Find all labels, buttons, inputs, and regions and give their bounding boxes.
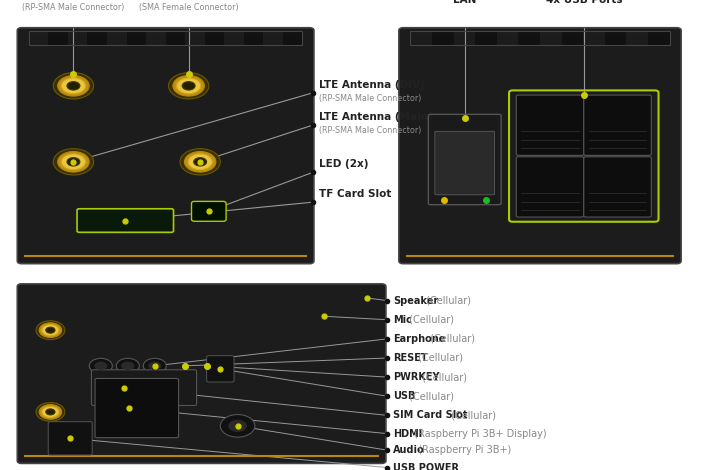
Bar bbox=[475, 31, 497, 45]
Circle shape bbox=[121, 361, 134, 370]
Circle shape bbox=[53, 149, 94, 175]
Text: LTE Antenna (Main): LTE Antenna (Main) bbox=[319, 112, 433, 122]
Circle shape bbox=[42, 406, 59, 417]
Text: (Cellular): (Cellular) bbox=[415, 353, 463, 363]
Bar bbox=[244, 31, 264, 45]
FancyBboxPatch shape bbox=[584, 95, 652, 156]
Text: TF Card Slot: TF Card Slot bbox=[319, 189, 392, 199]
FancyBboxPatch shape bbox=[428, 114, 501, 205]
Text: (Cellular): (Cellular) bbox=[423, 296, 471, 306]
Bar bbox=[432, 31, 454, 45]
Bar bbox=[127, 31, 146, 45]
FancyBboxPatch shape bbox=[207, 356, 234, 382]
FancyBboxPatch shape bbox=[48, 422, 92, 455]
Bar bbox=[562, 31, 583, 45]
Text: (RP-SMA Male Connector): (RP-SMA Male Connector) bbox=[319, 126, 421, 135]
FancyBboxPatch shape bbox=[192, 201, 226, 221]
Text: GPS Antenna: GPS Antenna bbox=[150, 0, 227, 2]
Circle shape bbox=[180, 149, 220, 175]
Text: (RP-SMA Male Connector): (RP-SMA Male Connector) bbox=[319, 94, 421, 102]
Circle shape bbox=[58, 76, 89, 96]
Text: (Cellular): (Cellular) bbox=[406, 391, 454, 401]
FancyBboxPatch shape bbox=[435, 131, 495, 195]
Circle shape bbox=[46, 327, 55, 333]
Circle shape bbox=[61, 154, 86, 170]
Circle shape bbox=[143, 358, 166, 373]
Text: RESET: RESET bbox=[393, 353, 428, 363]
FancyBboxPatch shape bbox=[584, 157, 652, 217]
Circle shape bbox=[36, 402, 65, 421]
Circle shape bbox=[117, 358, 140, 373]
Circle shape bbox=[228, 420, 247, 432]
FancyBboxPatch shape bbox=[17, 284, 386, 463]
Circle shape bbox=[53, 73, 94, 99]
Bar bbox=[204, 31, 224, 45]
Text: PWRKEY: PWRKEY bbox=[393, 372, 440, 382]
Text: LoRa Antenna: LoRa Antenna bbox=[32, 0, 114, 2]
Circle shape bbox=[168, 73, 209, 99]
Text: USB POWER: USB POWER bbox=[393, 462, 459, 470]
FancyBboxPatch shape bbox=[77, 209, 174, 232]
Circle shape bbox=[89, 358, 112, 373]
Text: Speaker: Speaker bbox=[393, 296, 438, 306]
Circle shape bbox=[67, 82, 80, 90]
Circle shape bbox=[194, 157, 207, 166]
Circle shape bbox=[46, 409, 55, 415]
Circle shape bbox=[173, 76, 204, 96]
Circle shape bbox=[184, 151, 216, 172]
Text: (Raspberry Pi 3B+ Display): (Raspberry Pi 3B+ Display) bbox=[410, 429, 546, 439]
Text: HDMI: HDMI bbox=[393, 429, 423, 439]
Circle shape bbox=[220, 415, 255, 437]
Circle shape bbox=[188, 154, 212, 170]
FancyBboxPatch shape bbox=[91, 370, 197, 406]
Text: LTE Antenna (DIV): LTE Antenna (DIV) bbox=[319, 80, 425, 90]
Bar bbox=[87, 31, 107, 45]
Text: (Cellular): (Cellular) bbox=[448, 410, 496, 420]
Circle shape bbox=[176, 78, 201, 94]
Circle shape bbox=[61, 78, 86, 94]
Circle shape bbox=[36, 321, 65, 339]
Bar bbox=[410, 31, 670, 45]
Bar bbox=[518, 31, 540, 45]
FancyBboxPatch shape bbox=[516, 95, 584, 156]
FancyBboxPatch shape bbox=[399, 28, 681, 264]
Text: USB: USB bbox=[393, 391, 415, 401]
Text: Earphone: Earphone bbox=[393, 334, 446, 344]
Circle shape bbox=[42, 325, 59, 336]
Text: LAN: LAN bbox=[453, 0, 477, 5]
Bar bbox=[29, 31, 302, 45]
Bar bbox=[605, 31, 626, 45]
Text: (Cellular): (Cellular) bbox=[419, 372, 467, 382]
FancyBboxPatch shape bbox=[516, 157, 584, 217]
Circle shape bbox=[39, 323, 62, 337]
Text: Audio: Audio bbox=[393, 445, 425, 455]
Bar bbox=[648, 31, 670, 45]
Text: 4x USB Ports: 4x USB Ports bbox=[546, 0, 622, 5]
Text: (Cellular): (Cellular) bbox=[427, 334, 475, 344]
Circle shape bbox=[94, 361, 107, 370]
Circle shape bbox=[148, 361, 161, 370]
Bar bbox=[283, 31, 302, 45]
Circle shape bbox=[39, 405, 62, 419]
Circle shape bbox=[67, 157, 80, 166]
FancyBboxPatch shape bbox=[95, 378, 179, 438]
Text: (Cellular): (Cellular) bbox=[406, 315, 454, 325]
Text: Mic: Mic bbox=[393, 315, 412, 325]
Text: LED (2x): LED (2x) bbox=[319, 159, 369, 169]
Text: (Raspberry Pi 3B+): (Raspberry Pi 3B+) bbox=[415, 445, 511, 455]
Bar bbox=[166, 31, 185, 45]
Text: (RP-SMA Male Connector): (RP-SMA Male Connector) bbox=[22, 3, 125, 12]
FancyBboxPatch shape bbox=[17, 28, 314, 264]
Bar bbox=[48, 31, 68, 45]
Circle shape bbox=[58, 151, 89, 172]
Circle shape bbox=[182, 82, 195, 90]
Text: (SMA Female Connector): (SMA Female Connector) bbox=[139, 3, 238, 12]
Text: SIM Card Slot: SIM Card Slot bbox=[393, 410, 467, 420]
